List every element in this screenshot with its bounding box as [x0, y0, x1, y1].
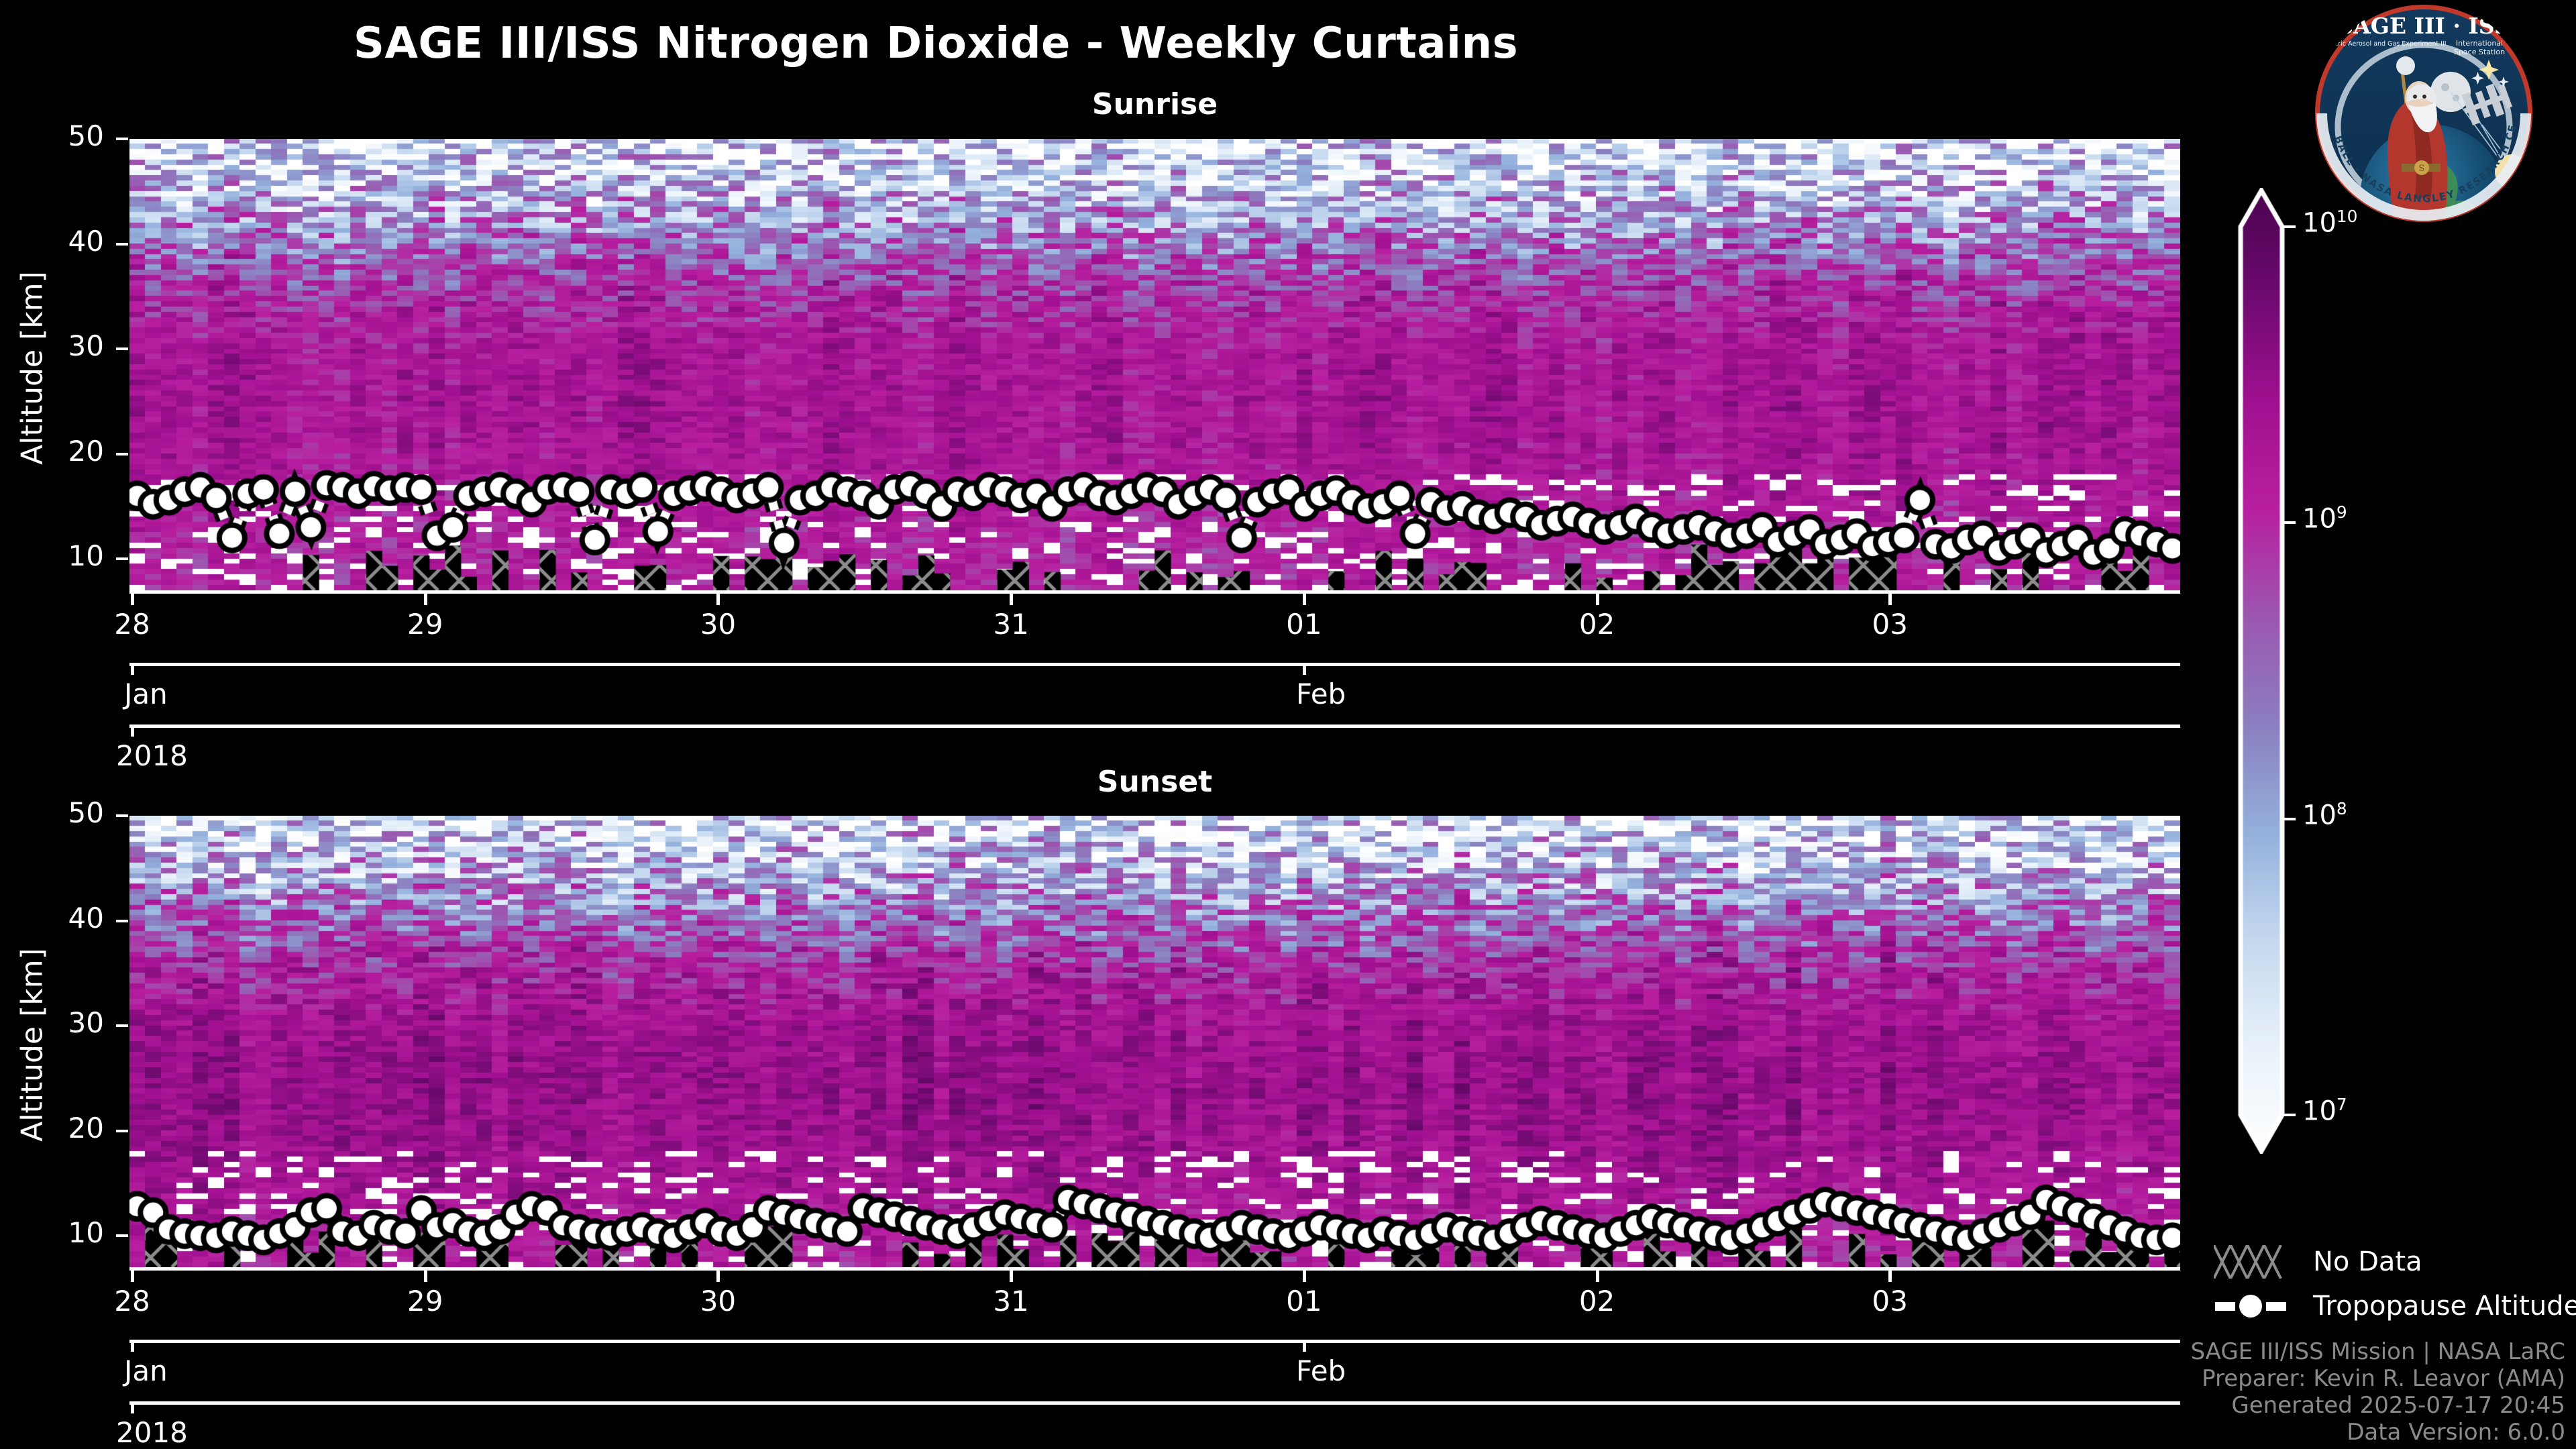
x-tick-mark [1888, 1267, 1892, 1282]
x-tick-mark [1595, 590, 1599, 605]
colorbar-tick-mark [2282, 817, 2296, 820]
footer-line: Data Version: 6.0.0 [2347, 1419, 2565, 1446]
month-tick-mark [131, 663, 134, 675]
legend: No Data Tropopause Altitude [2214, 1241, 2576, 1328]
x-tick-mark [1302, 1267, 1306, 1282]
year-label: 2018 [116, 1416, 188, 1449]
month-label: Jan [124, 678, 168, 710]
year-label: 2018 [116, 739, 188, 772]
y-tick-mark [116, 1024, 128, 1028]
legend-label-no-data: No Data [2313, 1246, 2422, 1277]
panel-title-sunrise: Sunrise [1091, 87, 1218, 121]
x-tick-label: 02 [1578, 608, 1615, 641]
tropopause-marker-icon [2215, 1295, 2286, 1318]
x-tick-mark [716, 1267, 720, 1282]
month-label: Feb [1295, 678, 1346, 710]
x-tick-mark [1010, 590, 1014, 605]
y-tick-mark [116, 814, 128, 817]
y-tick-label: 10 [68, 1216, 104, 1250]
panel-sunset: Sunset Altitude [km] 10 20 30 40 50 28 29 30 31 0… [15, 765, 2180, 1449]
svg-text:S: S [2419, 164, 2425, 174]
panel-sunrise: Sunrise Altitude [km] 10 20 30 40 50 28 29 30 31… [0, 0, 2281, 778]
x-tick-label: 30 [700, 1285, 737, 1318]
y-tick-label: 20 [68, 434, 104, 468]
month-tick-mark [1302, 663, 1306, 675]
x-tick-label: 01 [1286, 1285, 1322, 1318]
svg-text:SAGE III · ISS: SAGE III · ISS [2337, 13, 2510, 39]
footer-line: Preparer: Kevin R. Leavor (AMA) [2202, 1365, 2565, 1392]
x-tick-mark [1010, 1267, 1014, 1282]
year-axis-line [129, 1401, 2180, 1405]
svg-text:Stratospheric Aerosol and Gas: Stratospheric Aerosol and Gas Experiment… [2313, 40, 2447, 48]
no-data-hatch-icon [2214, 1245, 2294, 1279]
x-tick-mark [1888, 590, 1892, 605]
heatmap-sunset[interactable] [129, 816, 2180, 1267]
x-tick-mark [423, 1267, 427, 1282]
footer-line: SAGE III/ISS Mission | NASA LaRC [2190, 1338, 2565, 1365]
x-tick-mark [716, 590, 720, 605]
svg-text:International: International [2456, 39, 2503, 48]
x-tick-label: 02 [1578, 1285, 1615, 1318]
year-axis-line [129, 724, 2180, 728]
page-title: SAGE III/ISS Nitrogen Dioxide - Weekly C… [353, 19, 1519, 68]
x-tick-label: 03 [1872, 608, 1908, 641]
colorbar-tick-label: 1010 [2302, 207, 2358, 239]
panel-title-sunset: Sunset [1097, 765, 1213, 799]
year-tick-mark [131, 1401, 134, 1413]
x-tick-mark [423, 590, 427, 605]
y-tick-label: 20 [68, 1111, 104, 1144]
month-tick-mark [1302, 1340, 1306, 1352]
y-tick-label: 40 [68, 224, 104, 258]
colorbar-tick-mark [2282, 225, 2296, 228]
colorbar-tick-label: 109 [2302, 502, 2347, 535]
y-tick-mark [116, 452, 128, 455]
x-tick-label: 29 [407, 1285, 443, 1318]
y-tick-mark [116, 557, 128, 561]
month-tick-mark [131, 1340, 134, 1352]
y-tick-label: 30 [68, 1006, 104, 1040]
year-tick-mark [131, 724, 134, 737]
x-tick-mark [1595, 1267, 1599, 1282]
y-tick-mark [116, 1129, 128, 1132]
footer-line: Generated 2025-07-17 20:45 [2231, 1392, 2565, 1419]
x-tick-mark [1302, 590, 1306, 605]
x-tick-label: 30 [700, 608, 737, 641]
x-tick-label: 28 [114, 608, 150, 641]
x-axis-line [129, 1267, 2180, 1271]
legend-label-tropopause: Tropopause Altitude [2313, 1291, 2576, 1322]
month-axis-line [129, 1340, 2180, 1343]
month-label: Jan [124, 1354, 168, 1387]
y-tick-label: 50 [68, 796, 104, 829]
svg-text:Space Station: Space Station [2454, 48, 2505, 56]
x-tick-label: 28 [114, 1285, 150, 1318]
y-tick-label: 10 [68, 539, 104, 573]
y-tick-label: 50 [68, 119, 104, 152]
colorbar[interactable] [2234, 188, 2314, 1154]
y-tick-mark [116, 138, 128, 140]
month-axis-line [129, 663, 2180, 666]
y-tick-mark [116, 347, 128, 351]
y-tick-label: 30 [68, 329, 104, 363]
month-label: Feb [1295, 1354, 1346, 1387]
x-tick-mark [131, 1267, 134, 1282]
colorbar-tick-mark [2282, 521, 2296, 525]
y-tick-label: 40 [68, 901, 104, 934]
x-tick-mark [131, 590, 134, 605]
x-tick-label: 31 [993, 608, 1029, 641]
x-tick-label: 31 [993, 1285, 1029, 1318]
x-axis-line [129, 590, 2180, 594]
heatmap-sunrise[interactable] [129, 139, 2180, 590]
colorbar-tick-mark [2282, 1114, 2296, 1116]
x-tick-label: 03 [1872, 1285, 1908, 1318]
y-tick-mark [116, 242, 128, 246]
y-tick-mark [116, 1234, 128, 1238]
x-tick-label: 29 [407, 608, 443, 641]
colorbar-tick-label: 107 [2302, 1095, 2347, 1127]
x-tick-label: 01 [1286, 608, 1322, 641]
colorbar-tick-label: 108 [2302, 798, 2347, 830]
y-tick-mark [116, 919, 128, 922]
